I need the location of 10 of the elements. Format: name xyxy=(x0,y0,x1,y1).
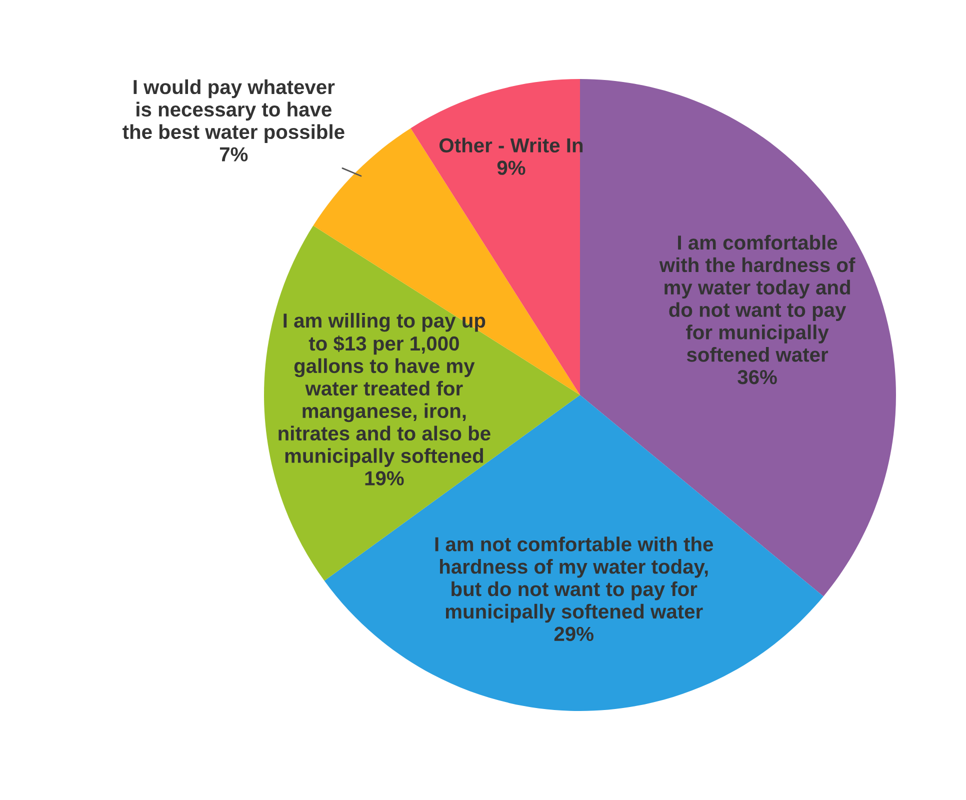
data-label: 19% xyxy=(365,471,404,486)
data-label: 7% xyxy=(220,147,248,162)
slice-label: I am comfortable with the hardness of my water today and do not want to pay for municipally softened water xyxy=(659,234,856,362)
data-label: 36% xyxy=(738,370,777,384)
slice-label: I am willing to pay up to $13 per 1,000 gallons to have my water treated for manganese, iron, nitrates and to also be municipally softened xyxy=(278,312,490,467)
data-label: 9% xyxy=(497,160,526,175)
slice-label: I am not comfortable with the hardness of my water today, but do not want to pay for municipally softened water xyxy=(435,536,714,623)
data-label: 29% xyxy=(554,626,594,642)
slice-label: Other - Write In xyxy=(440,138,583,152)
slice-label: I would pay whatever is necessary to have the best water possible xyxy=(122,79,344,143)
